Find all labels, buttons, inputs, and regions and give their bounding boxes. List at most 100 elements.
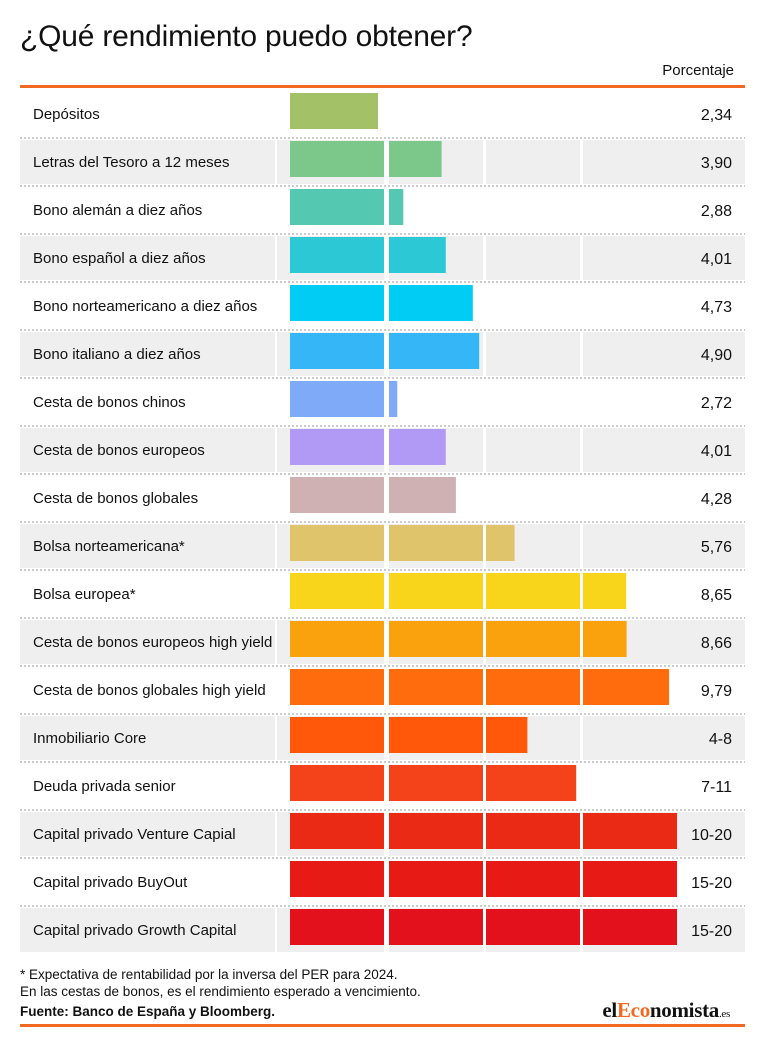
bar-segment xyxy=(290,765,384,801)
bar-segment xyxy=(389,813,483,849)
row-shade xyxy=(20,716,275,760)
bar-segment xyxy=(389,717,483,753)
row-shade xyxy=(20,140,275,184)
bar-segment xyxy=(486,813,580,849)
bar-segment xyxy=(389,525,483,561)
bar-segment xyxy=(389,573,483,609)
value-label: 3,90 xyxy=(701,155,732,172)
bar-segment xyxy=(389,621,483,657)
value-label: 8,65 xyxy=(701,587,732,604)
bar-segment xyxy=(389,285,473,321)
bar-segment xyxy=(389,909,483,945)
logo-accent: Eco xyxy=(616,998,650,1022)
value-label: 15-20 xyxy=(691,875,732,892)
value-label: 10-20 xyxy=(691,827,732,844)
bar-segment xyxy=(389,189,404,225)
bottom-rule xyxy=(20,1024,745,1027)
category-label: Bono alemán a diez años xyxy=(33,202,202,219)
category-label: Capital privado Growth Capital xyxy=(33,922,236,939)
row-shade xyxy=(20,812,275,856)
bar-segment xyxy=(389,477,456,513)
value-label: 2,88 xyxy=(701,203,732,220)
bar-segment xyxy=(290,333,384,369)
bar-segment xyxy=(583,813,677,849)
category-label: Capital privado Venture Capial xyxy=(33,826,236,843)
bar-segment xyxy=(290,909,384,945)
category-label: Deuda privada senior xyxy=(33,778,176,795)
row-shade xyxy=(20,620,275,664)
logo-prefix: el xyxy=(602,998,617,1022)
value-label: 4,28 xyxy=(701,491,732,508)
bar-segment xyxy=(290,285,384,321)
bar-segment xyxy=(486,861,580,897)
row-shade xyxy=(583,716,745,760)
bar-segment xyxy=(290,429,384,465)
row-shade xyxy=(20,908,275,952)
bar-segment xyxy=(290,237,384,273)
page-title: ¿Qué rendimiento puedo obtener? xyxy=(20,20,473,53)
bar-segment xyxy=(290,189,384,225)
category-label: Cesta de bonos globales xyxy=(33,490,198,507)
logo-tld: .es xyxy=(718,1008,730,1020)
value-label: 15-20 xyxy=(691,923,732,940)
category-label: Bolsa europea* xyxy=(33,586,136,603)
value-label: 8,66 xyxy=(701,635,732,652)
footnote-per: * Expectativa de rentabilidad por la inv… xyxy=(20,967,398,982)
bar-segment xyxy=(290,573,384,609)
category-label: Bono español a diez años xyxy=(33,250,206,267)
value-label: 4-8 xyxy=(709,731,732,748)
bar-segment xyxy=(486,669,580,705)
bar-segment xyxy=(486,573,580,609)
bar-segment xyxy=(389,861,483,897)
bar-segment xyxy=(486,621,580,657)
bar-segment xyxy=(290,861,384,897)
category-label: Bono italiano a diez años xyxy=(33,346,201,363)
row-shade xyxy=(583,332,745,376)
category-label: Depósitos xyxy=(33,106,100,123)
bar-segment xyxy=(290,477,384,513)
logo-rest: nomista xyxy=(649,998,719,1022)
category-label: Cesta de bonos europeos xyxy=(33,442,205,459)
bar-segment xyxy=(486,909,580,945)
row-shade xyxy=(20,524,275,568)
bar-segment xyxy=(389,333,480,369)
row-shade xyxy=(583,524,745,568)
category-label: Cesta de bonos globales high yield xyxy=(33,682,266,699)
row-shade xyxy=(20,428,275,472)
value-label: 4,90 xyxy=(701,347,732,364)
category-label: Letras del Tesoro a 12 meses xyxy=(33,154,230,171)
row-shade xyxy=(20,332,275,376)
bar-segment xyxy=(290,141,384,177)
bar-segment xyxy=(583,669,670,705)
bar-segment xyxy=(389,237,446,273)
row-shade xyxy=(486,332,580,376)
row-shade xyxy=(486,140,580,184)
bar-segment xyxy=(486,525,515,561)
category-label: Bolsa norteamericana* xyxy=(33,538,185,555)
row-shade xyxy=(20,236,275,280)
bar-segment xyxy=(290,669,384,705)
row-shade xyxy=(583,428,745,472)
value-label: 4,01 xyxy=(701,443,732,460)
value-label: 2,34 xyxy=(701,107,732,124)
brand-logo: elEconomista.es xyxy=(602,998,730,1023)
value-label: 7-11 xyxy=(701,779,732,796)
row-shade xyxy=(583,236,745,280)
bar-segment xyxy=(389,765,483,801)
bar-segment xyxy=(486,717,528,753)
bar-segment xyxy=(583,909,677,945)
category-label: Cesta de bonos europeos high yield xyxy=(33,634,272,651)
value-label: 2,72 xyxy=(701,395,732,412)
bar-segment xyxy=(486,765,577,801)
category-label: Capital privado BuyOut xyxy=(33,874,188,891)
bar-segment xyxy=(290,813,384,849)
bar-segment xyxy=(290,381,384,417)
bar-segment xyxy=(290,93,378,129)
bar-segment xyxy=(583,621,627,657)
value-label: 9,79 xyxy=(701,683,732,700)
row-shade xyxy=(486,236,580,280)
category-label: Bono norteamericano a diez años xyxy=(33,298,257,315)
bar-segment xyxy=(290,717,384,753)
bar-segment xyxy=(290,525,384,561)
